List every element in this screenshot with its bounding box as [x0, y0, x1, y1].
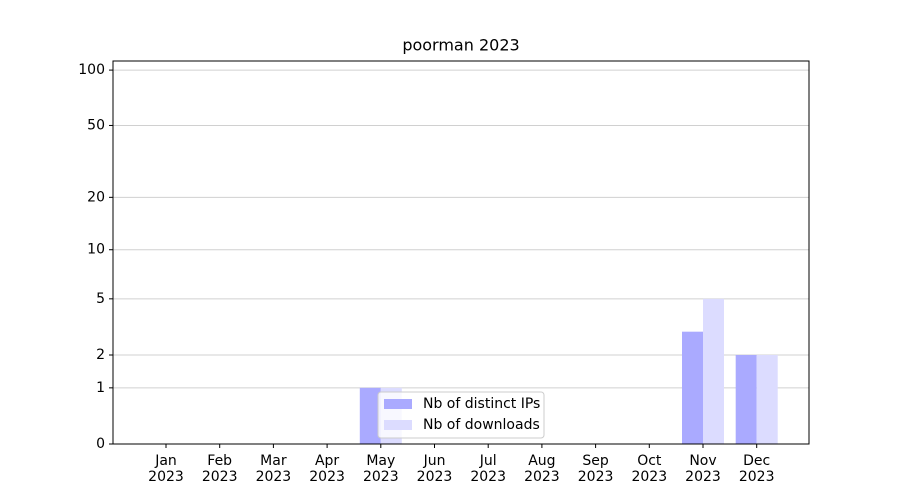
legend-swatch — [384, 420, 412, 430]
legend-label: Nb of downloads — [423, 417, 540, 433]
x-tick-label: Feb 2023 — [201, 453, 238, 485]
y-tick-label: 5 — [96, 291, 105, 307]
x-tick-label: Jan 2023 — [148, 453, 184, 485]
x-tick-label: May 2023 — [362, 453, 399, 485]
plot-frame — [112, 60, 810, 445]
x-tick-label: Apr 2023 — [309, 453, 345, 485]
legend-swatch — [384, 399, 412, 409]
y-tick-label: 0 — [96, 436, 105, 452]
bar — [756, 354, 778, 444]
legend-label: Nb of distinct IPs — [423, 396, 540, 412]
x-tick-label: Aug 2023 — [524, 453, 560, 485]
x-tick-label: Nov 2023 — [685, 453, 721, 485]
y-tick-label: 10 — [87, 242, 105, 258]
x-tick-label: Sep 2023 — [577, 453, 614, 485]
legend-box — [377, 391, 545, 439]
bar — [359, 387, 381, 444]
x-tick-label: Oct 2023 — [631, 453, 668, 485]
y-tick-label: 20 — [87, 189, 105, 205]
y-tick-label: 1 — [96, 380, 105, 396]
y-tick-label: 50 — [87, 117, 105, 133]
y-tick-label: 100 — [78, 62, 105, 78]
x-tick-label: Dec 2023 — [738, 453, 775, 485]
x-tick-label: Mar 2023 — [255, 453, 292, 485]
bar — [735, 354, 757, 444]
bar — [703, 298, 724, 444]
y-tick-label: 2 — [96, 347, 105, 363]
bar — [682, 331, 703, 444]
x-tick-label: Jul 2023 — [470, 453, 506, 485]
x-tick-label: Jun 2023 — [416, 453, 453, 485]
chart-title: poorman 2023 — [402, 36, 519, 55]
